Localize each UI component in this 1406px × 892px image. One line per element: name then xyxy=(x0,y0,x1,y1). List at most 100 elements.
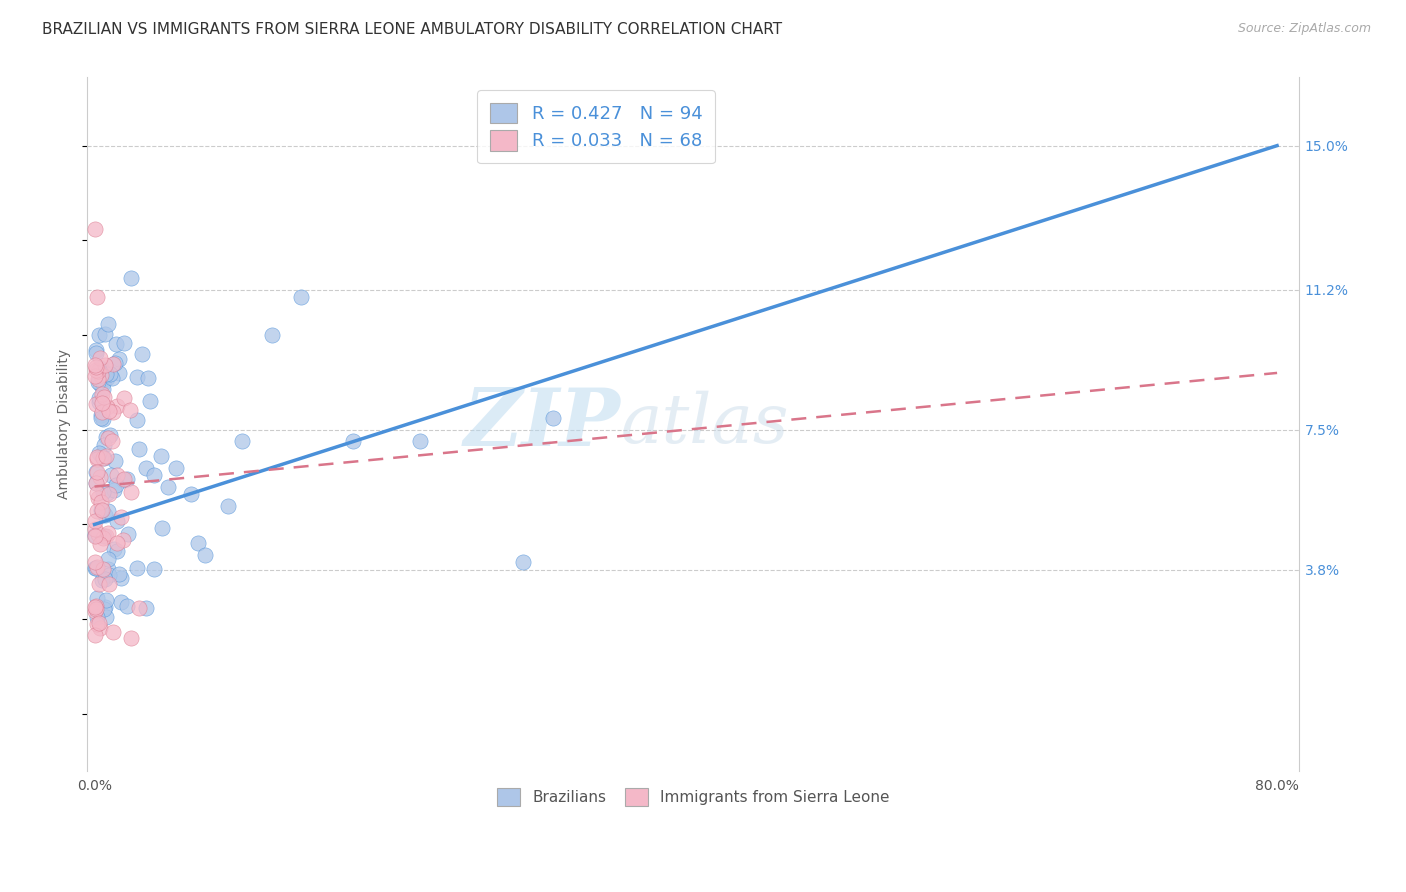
Point xyxy=(97,567,120,582)
Point xyxy=(127,369,149,384)
Point xyxy=(110,571,132,585)
Point xyxy=(86,504,108,518)
Point xyxy=(91,450,114,465)
Point xyxy=(121,271,143,285)
Point xyxy=(86,290,108,304)
Point xyxy=(84,343,107,358)
Point xyxy=(105,536,128,550)
Point xyxy=(103,405,125,419)
Point xyxy=(84,465,107,479)
Point xyxy=(90,408,112,422)
Point xyxy=(90,502,112,516)
Point xyxy=(100,368,122,382)
Point xyxy=(136,370,159,384)
Point xyxy=(91,412,114,426)
Point xyxy=(96,401,118,415)
Point xyxy=(91,387,114,401)
Point xyxy=(97,431,120,445)
Point xyxy=(115,472,138,486)
Point xyxy=(104,356,127,370)
Point xyxy=(91,376,114,391)
Point xyxy=(83,514,105,528)
Point xyxy=(89,537,111,551)
Point xyxy=(98,577,121,591)
Point xyxy=(101,370,124,384)
Point xyxy=(86,486,108,500)
Point xyxy=(96,486,118,500)
Point xyxy=(143,562,166,576)
Point xyxy=(107,352,129,367)
Point xyxy=(86,609,108,624)
Point xyxy=(86,602,108,616)
Point xyxy=(89,445,111,459)
Point xyxy=(135,460,157,475)
Point xyxy=(89,621,111,635)
Point xyxy=(93,529,115,543)
Point xyxy=(96,371,118,385)
Point xyxy=(97,504,120,518)
Point xyxy=(115,599,138,613)
Point xyxy=(128,600,150,615)
Point xyxy=(260,328,283,343)
Point xyxy=(101,434,124,449)
Point xyxy=(105,468,128,483)
Point xyxy=(342,434,364,449)
Point xyxy=(91,531,114,545)
Point xyxy=(86,616,108,631)
Point xyxy=(91,405,114,419)
Point xyxy=(89,470,111,484)
Point xyxy=(89,377,111,392)
Point xyxy=(94,610,117,624)
Point xyxy=(117,526,139,541)
Point xyxy=(87,615,110,630)
Point xyxy=(84,346,107,360)
Point xyxy=(541,411,564,425)
Point xyxy=(83,627,105,641)
Point xyxy=(86,451,108,466)
Point xyxy=(93,438,115,452)
Point xyxy=(91,562,114,576)
Point xyxy=(94,593,117,607)
Text: Source: ZipAtlas.com: Source: ZipAtlas.com xyxy=(1237,22,1371,36)
Point xyxy=(93,450,115,465)
Point xyxy=(90,495,112,509)
Point xyxy=(105,544,128,558)
Point xyxy=(157,479,180,493)
Point xyxy=(84,599,107,614)
Point xyxy=(89,577,111,591)
Point xyxy=(107,566,129,581)
Point xyxy=(83,555,105,569)
Point xyxy=(96,528,118,542)
Point xyxy=(89,361,111,376)
Point xyxy=(121,631,143,645)
Point xyxy=(89,351,111,366)
Point xyxy=(217,499,239,513)
Point xyxy=(83,561,105,575)
Text: BRAZILIAN VS IMMIGRANTS FROM SIERRA LEONE AMBULATORY DISABILITY CORRELATION CHAR: BRAZILIAN VS IMMIGRANTS FROM SIERRA LEON… xyxy=(42,22,782,37)
Point xyxy=(87,375,110,389)
Point xyxy=(97,317,120,331)
Point xyxy=(94,599,117,614)
Point xyxy=(91,484,114,499)
Point xyxy=(112,533,135,547)
Point xyxy=(112,473,135,487)
Point xyxy=(86,372,108,386)
Point xyxy=(142,468,165,483)
Point xyxy=(135,601,157,615)
Point xyxy=(105,399,128,413)
Point xyxy=(87,392,110,406)
Point xyxy=(90,410,112,425)
Text: atlas: atlas xyxy=(620,391,789,458)
Point xyxy=(512,555,534,569)
Point xyxy=(100,467,122,482)
Point xyxy=(86,559,108,574)
Point xyxy=(87,364,110,378)
Point xyxy=(91,382,114,396)
Point xyxy=(97,552,120,566)
Point xyxy=(86,450,108,464)
Point xyxy=(150,521,173,535)
Point xyxy=(94,358,117,372)
Point xyxy=(86,591,108,606)
Point xyxy=(86,466,108,480)
Y-axis label: Ambulatory Disability: Ambulatory Disability xyxy=(58,349,72,500)
